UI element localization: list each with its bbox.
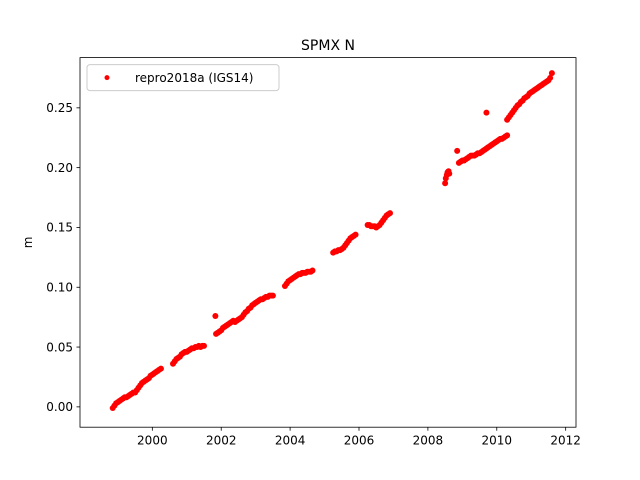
data-points — [109, 70, 555, 412]
data-point — [454, 147, 461, 154]
data-point — [387, 210, 393, 217]
x-tick-label: 2000 — [137, 434, 168, 448]
data-point — [548, 70, 555, 77]
y-tick-label: 0.00 — [46, 400, 73, 414]
y-tick-label: 0.25 — [46, 101, 73, 115]
y-axis-label: m — [21, 237, 35, 249]
y-tick-label: 0.20 — [46, 161, 73, 175]
x-tick-label: 2002 — [206, 434, 237, 448]
legend-marker — [104, 75, 110, 81]
y-tick-label: 0.05 — [46, 340, 73, 354]
legend-box — [86, 64, 280, 92]
data-point — [442, 180, 449, 187]
data-point — [201, 342, 207, 349]
axes-frame — [79, 57, 577, 428]
legend: repro2018a (IGS14) — [86, 64, 280, 92]
x-tick-label: 2008 — [413, 434, 444, 448]
plot-area — [79, 57, 577, 428]
legend-label: repro2018a (IGS14) — [135, 71, 253, 85]
data-point — [547, 74, 554, 81]
y-tick-label: 0.15 — [46, 221, 73, 235]
data-point — [309, 267, 316, 274]
data-point — [446, 170, 453, 177]
x-tick-label: 2004 — [275, 434, 306, 448]
chart-title: SPMX N — [301, 38, 355, 54]
y-axis: 0.00 0.05 0.10 0.15 0.20 0.25 — [46, 101, 80, 414]
data-point — [352, 231, 359, 238]
x-axis: 2000 2002 2004 2006 2008 2010 2012 — [137, 427, 581, 448]
x-tick-label: 2006 — [344, 434, 375, 448]
data-point — [483, 109, 490, 116]
y-tick-label: 0.10 — [46, 280, 73, 294]
x-tick-label: 2012 — [550, 434, 581, 448]
data-point — [269, 292, 276, 299]
data-point — [504, 132, 511, 139]
data-point — [157, 365, 164, 372]
data-point — [212, 312, 219, 319]
x-tick-label: 2010 — [482, 434, 513, 448]
